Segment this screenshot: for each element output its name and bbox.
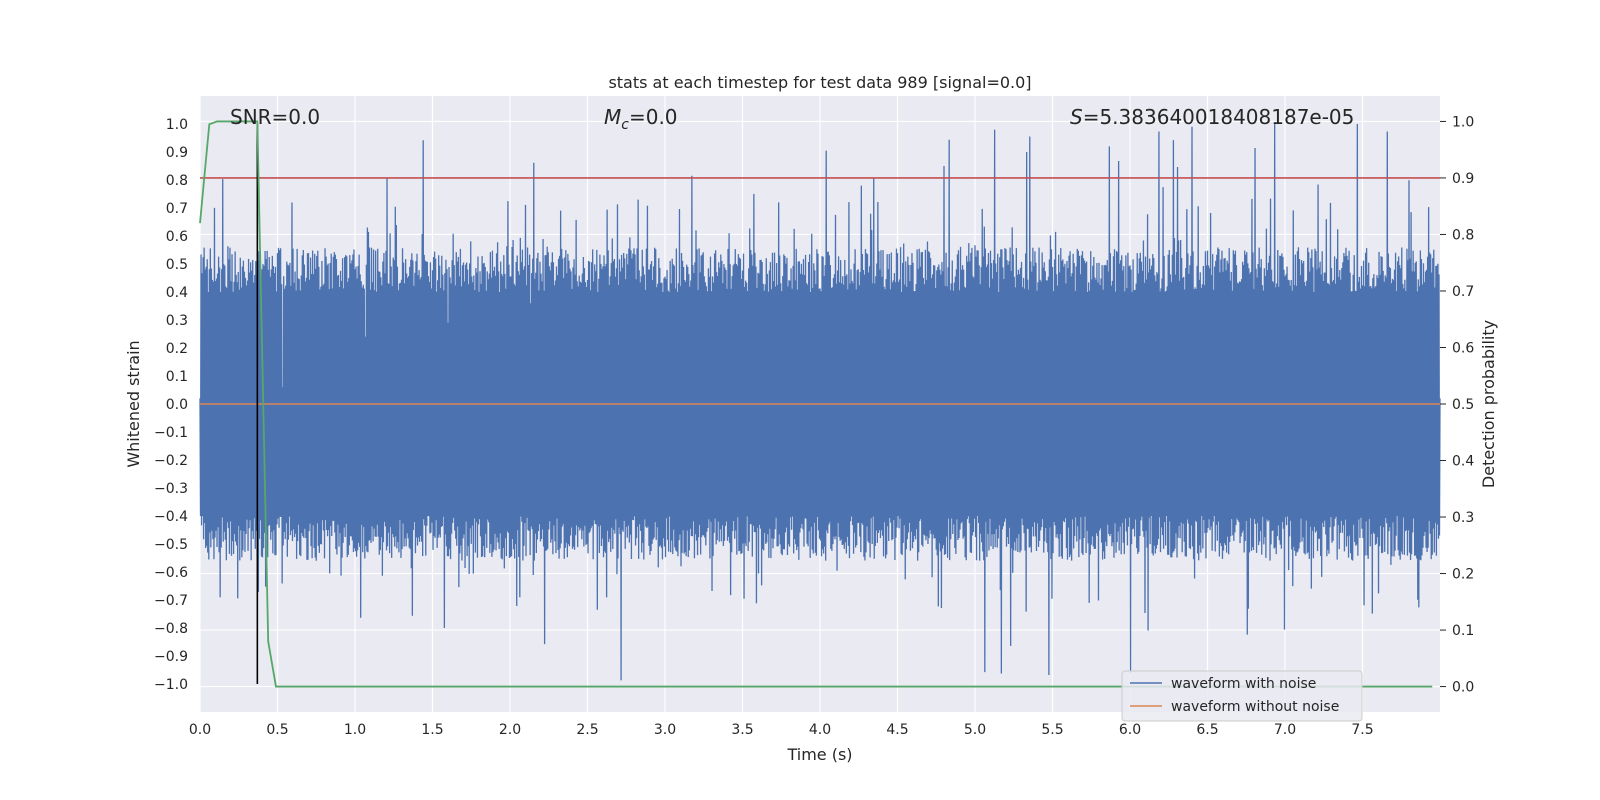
y-tick-label: −0.7 (154, 593, 188, 609)
x-tick-label: 5.5 (1041, 722, 1063, 738)
y2-tick-label: 0.3 (1452, 510, 1474, 526)
y2-tick-label: 1.0 (1452, 114, 1474, 130)
y2-tick-label: 0.4 (1452, 454, 1474, 470)
ticks-layer: 0.0 0.5 1.0 1.5 2.0 2.5 3.0 3.5 4.0 4.5 5.0 5.5 6.0 6… (154, 114, 1474, 738)
y-tick-label: 0.6 (166, 229, 188, 245)
y-tick-label: 0.4 (166, 285, 188, 301)
chirp-mass-value: =0.0 (629, 105, 678, 129)
y-tick-label: −0.4 (154, 509, 188, 525)
legend-label-noise: waveform with noise (1171, 676, 1316, 692)
statistic-value: =5.383640018408187e-05 (1083, 105, 1355, 129)
chirp-mass-annotation: Mc=0.0 (604, 105, 678, 133)
y2-tick-label: 0.6 (1452, 340, 1474, 356)
x-tick-label: 0.0 (189, 722, 211, 738)
y-tick-label: 1.0 (166, 117, 188, 133)
x-tick-label: 2.0 (499, 722, 521, 738)
legend-label-clean: waveform without noise (1171, 699, 1339, 715)
legend: waveform with noise waveform without noi… (1121, 670, 1363, 722)
y2-tick-label: 0.7 (1452, 284, 1474, 300)
y2-tick-label: 0.8 (1452, 227, 1474, 243)
x-tick-label: 6.5 (1196, 722, 1218, 738)
snr-annotation: SNR=0.0 (230, 105, 320, 129)
x-tick-label: 3.5 (731, 722, 753, 738)
y-axis-label: Whitened strain (124, 340, 143, 467)
x-tick-label: 7.0 (1274, 722, 1296, 738)
y-tick-label: −0.2 (154, 453, 188, 469)
y-tick-label: 0.7 (166, 201, 188, 217)
y2-tick-label: 0.9 (1452, 171, 1474, 187)
x-tick-label: 0.5 (266, 722, 288, 738)
statistic-symbol: S (1070, 105, 1083, 129)
y2-tick-label: 0.5 (1452, 397, 1474, 413)
y-tick-label: 0.8 (166, 173, 188, 189)
y-tick-label: −0.9 (154, 649, 188, 665)
y-tick-label: 0.2 (166, 341, 188, 357)
y2-tick-label: 0.1 (1452, 623, 1474, 639)
x-tick-label: 2.5 (576, 722, 598, 738)
x-tick-label: 1.0 (344, 722, 366, 738)
chirp-mass-symbol: M (604, 105, 621, 129)
y-tick-label: 0.5 (166, 257, 188, 273)
y-tick-label: −0.1 (154, 425, 188, 441)
y-tick-label: −0.6 (154, 565, 188, 581)
x-tick-label: 6.0 (1119, 722, 1141, 738)
x-tick-label: 5.0 (964, 722, 986, 738)
x-tick-label: 1.5 (421, 722, 443, 738)
y2-axis-label: Detection probability (1479, 320, 1498, 488)
y-tick-label: −1.0 (154, 677, 188, 693)
chart-title: stats at each timestep for test data 989… (608, 73, 1031, 92)
x-tick-label: 3.0 (654, 722, 676, 738)
x-tick-label: 7.5 (1351, 722, 1373, 738)
y-tick-label: −0.5 (154, 537, 188, 553)
legend-box (1121, 670, 1363, 722)
statistic-annotation: S=5.383640018408187e-05 (1070, 105, 1354, 129)
y-tick-label: −0.8 (154, 621, 188, 637)
y-tick-label: −0.3 (154, 481, 188, 497)
y2-tick-label: 0.0 (1452, 680, 1474, 696)
series-waveform-with-noise (199, 123, 1441, 681)
y-tick-label: 0.9 (166, 145, 188, 161)
x-axis-label: Time (s) (786, 745, 852, 764)
x-tick-label: 4.0 (809, 722, 831, 738)
y-tick-label: 0.0 (166, 397, 188, 413)
y2-tick-label: 0.2 (1452, 567, 1474, 583)
series-layer (199, 120, 1441, 688)
series-detection-probability (199, 120, 1433, 688)
y-tick-label: 0.1 (166, 369, 188, 385)
x-tick-label: 4.5 (886, 722, 908, 738)
y-tick-label: 0.3 (166, 313, 188, 329)
chirp-mass-subscript: c (621, 117, 629, 133)
